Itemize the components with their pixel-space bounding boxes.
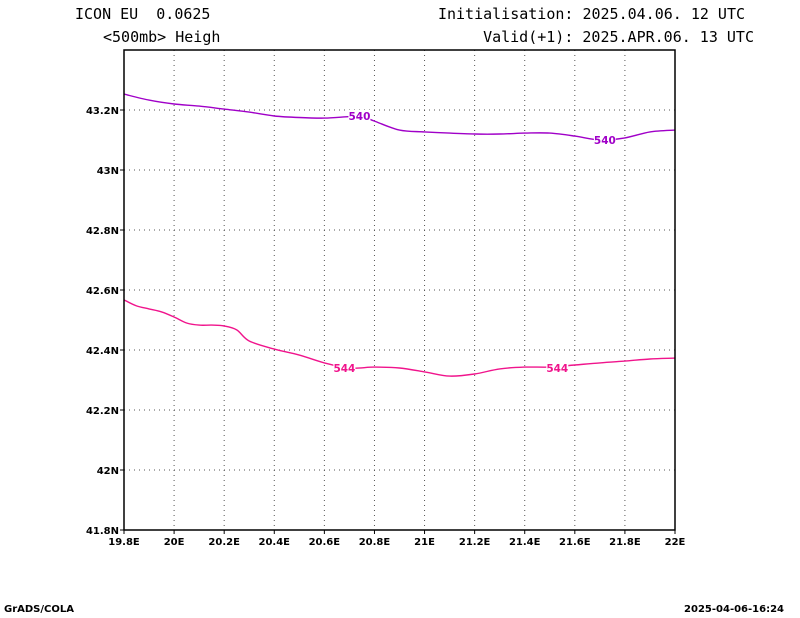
x-tick-label: 22E	[665, 537, 686, 548]
x-tick-label: 20E	[164, 537, 185, 548]
footer-credit: GrADS/COLA	[4, 604, 74, 615]
y-tick-label: 42.2N	[86, 406, 119, 417]
contour-labels: 540 540 544 544	[333, 110, 616, 375]
x-tick-label: 20.2E	[208, 537, 240, 548]
footer-timestamp: 2025-04-06-16:24	[684, 604, 784, 615]
y-tick-label: 41.8N	[86, 526, 119, 537]
y-tick-label: 42.8N	[86, 226, 119, 237]
x-tick-label: 21.4E	[509, 537, 541, 548]
x-tick-label: 21E	[414, 537, 435, 548]
contour-label-bg	[593, 134, 616, 146]
contour-label-bg	[348, 110, 371, 122]
y-tick-label: 42.6N	[86, 286, 119, 297]
contour-label-544: 544	[333, 363, 355, 375]
contour-label-540: 540	[348, 111, 370, 123]
axis-ticks: 19.8E 20E 20.2E 20.4E 20.6E 20.8E 21E 21.2E 21.4…	[86, 106, 686, 548]
x-tick-label: 20.8E	[359, 537, 391, 548]
y-tick-label: 42N	[97, 466, 119, 477]
contour-lines	[123, 93, 676, 377]
contour-label-544: 544	[546, 363, 568, 375]
contour-label-bg	[546, 362, 569, 374]
x-tick-label: 21.2E	[459, 537, 491, 548]
x-tick-label: 20.4E	[259, 537, 291, 548]
contour-line-540	[123, 93, 676, 141]
contour-label-540: 540	[594, 135, 616, 147]
plot-frame	[123, 49, 676, 531]
field-title: <500mb> Heigh	[103, 28, 221, 46]
y-tick-label: 43N	[97, 166, 119, 177]
contour-chart: 19.8E 20E 20.2E 20.4E 20.6E 20.8E 21E 21.2E 21.4…	[86, 49, 686, 548]
x-tick-label: 21.6E	[559, 537, 591, 548]
grid-lines	[124, 50, 675, 530]
contour-label-bg	[333, 362, 356, 374]
x-tick-label: 19.8E	[108, 537, 140, 548]
x-tick-label: 20.6E	[309, 537, 341, 548]
valid-time: Valid(+1): 2025.APR.06. 13 UTC	[483, 28, 754, 46]
x-tick-label: 21.8E	[609, 537, 641, 548]
y-tick-label: 43.2N	[86, 106, 119, 117]
y-tick-label: 42.4N	[86, 346, 119, 357]
init-time: Initialisation: 2025.04.06. 12 UTC	[437, 5, 745, 23]
model-title: ICON EU 0.0625	[75, 5, 211, 23]
contour-line-544	[123, 299, 676, 377]
